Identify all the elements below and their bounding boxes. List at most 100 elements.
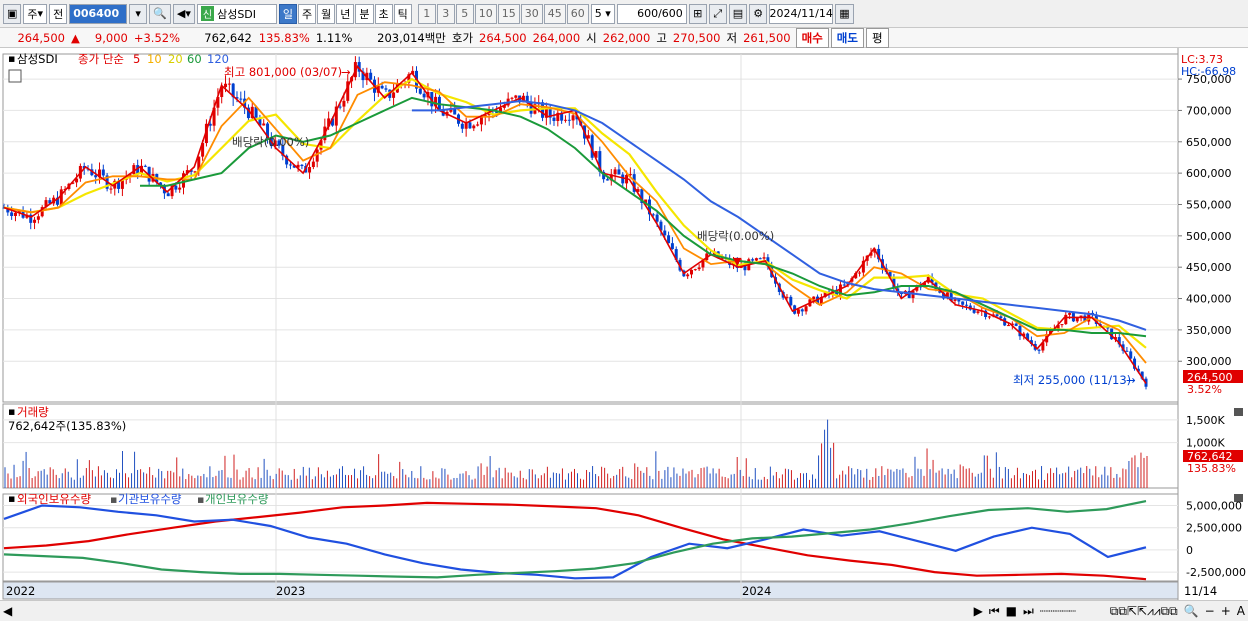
panel-table-icon[interactable] — [8, 69, 22, 83]
volume-panel-menu-icon[interactable]: ▪ — [8, 405, 15, 418]
open-label: 시 — [586, 30, 597, 45]
count-field[interactable]: 600/600 — [616, 3, 687, 24]
low-price: 261,500 — [743, 30, 791, 45]
layout-icon[interactable]: ▣ — [3, 3, 22, 24]
period-tab-3[interactable]: 년 — [336, 3, 355, 24]
play-icon[interactable]: ▶ — [973, 604, 983, 618]
calendar-icon[interactable]: ▦ — [835, 3, 854, 24]
individual-holding-line — [3, 500, 1147, 579]
fast-forward-icon[interactable]: ⏭ — [1022, 603, 1034, 618]
candle-body — [334, 106, 338, 126]
period-tab-4[interactable]: 분 — [355, 3, 374, 24]
save-icon[interactable]: ▤ — [728, 3, 748, 24]
chart-settings-icon[interactable]: ⊞ — [688, 3, 707, 24]
candle-body — [266, 123, 270, 139]
interval-button-30[interactable]: 30 — [520, 3, 543, 24]
candle-body — [384, 88, 388, 90]
zoom-in-icon[interactable]: + — [1220, 604, 1231, 618]
prev-button[interactable]: 전 — [49, 3, 68, 24]
candle-body — [101, 169, 105, 176]
interval-button-10[interactable]: 10 — [474, 3, 497, 24]
bid-price-1: 264,500 — [479, 30, 527, 45]
avg-button[interactable]: 평 — [865, 27, 889, 48]
holding-panel-menu-icon[interactable]: ▪ — [8, 492, 15, 505]
stock-code-input[interactable]: 006400 — [69, 3, 128, 24]
candle-body — [434, 96, 438, 107]
gear-icon[interactable]: ⚙ — [749, 3, 768, 24]
price-change-pct: +3.52% — [133, 30, 181, 45]
candle-body — [502, 105, 506, 108]
interval-button-1[interactable]: 1 — [417, 3, 436, 24]
period-select[interactable]: 주 ▾ — [23, 3, 48, 24]
date-field[interactable]: 2024/11/14 — [769, 3, 834, 24]
volume-panel-title: 거래량 — [17, 405, 49, 419]
stock-name-field[interactable]: 신 삼성SDI — [196, 3, 277, 24]
buy-button[interactable]: 매수 — [795, 27, 829, 48]
zoom-out-icon[interactable]: − — [1204, 604, 1215, 618]
scroll-left-icon[interactable]: ◀ — [3, 604, 13, 618]
candle-body — [674, 249, 678, 260]
period-tab-6[interactable]: 틱 — [393, 3, 412, 24]
candle-body — [132, 165, 136, 175]
chart-area[interactable]: ▪ 삼성SDI 종가 단순 5 10 20 60 120 LC:3.73 HC:… — [0, 48, 1248, 600]
candle-body — [1133, 358, 1137, 369]
period-tab-5[interactable]: 초 — [374, 3, 393, 24]
candle-body — [29, 214, 33, 223]
volume-current-tag-text: 762,642 — [1187, 450, 1233, 463]
candle-body — [422, 93, 426, 98]
magnify-icon[interactable]: 🔍 — [1183, 604, 1199, 618]
interval-button-45[interactable]: 45 — [543, 3, 566, 24]
interval-button-15[interactable]: 15 — [497, 3, 520, 24]
candle-body — [514, 95, 518, 98]
candle-body — [907, 290, 911, 299]
period-tab-1[interactable]: 주 — [298, 3, 317, 24]
draw-tool-icon[interactable]: ⤢ — [708, 3, 727, 24]
candle-body — [598, 151, 602, 172]
candle-body — [361, 71, 365, 81]
period-tab-2[interactable]: 월 — [317, 3, 336, 24]
current-pct-text: 3.52% — [1187, 383, 1222, 396]
high-label: 고 — [656, 30, 667, 45]
sell-button[interactable]: 매도 — [830, 27, 864, 48]
interval-button-60[interactable]: 60 — [566, 3, 589, 24]
interval-button-5[interactable]: 5 — [455, 3, 474, 24]
candle-body — [6, 207, 10, 213]
dropdown-arrow-icon[interactable]: ▾ — [129, 3, 148, 24]
interval-button-3[interactable]: 3 — [436, 3, 455, 24]
volume-tick-label: 1,500K — [1186, 414, 1225, 427]
tools-icon[interactable]: ⧉⧉⇱⇱⩘⩘⧉⧉ — [1109, 603, 1178, 618]
candle-body — [621, 174, 625, 184]
candle-body — [277, 140, 281, 146]
candle-body — [48, 200, 52, 204]
candle-body — [139, 165, 143, 174]
holding-panel-close-icon[interactable] — [1234, 494, 1243, 502]
volume-panel-close-icon[interactable] — [1234, 408, 1243, 416]
candle-body — [659, 221, 663, 231]
candle-body — [1018, 325, 1022, 337]
rewind-icon[interactable]: ⏮ — [988, 603, 1000, 618]
candle-body — [1060, 324, 1064, 326]
speaker-icon[interactable]: ◀▾ — [172, 3, 195, 24]
zoom-slider[interactable]: ┈┈┈┈┈ — [1039, 604, 1076, 618]
candle-body — [182, 173, 186, 188]
period-tab-0[interactable]: 일 — [278, 3, 297, 24]
new-tag: 신 — [200, 6, 215, 21]
candle-body — [300, 164, 304, 167]
candle-body — [804, 306, 808, 312]
font-size-icon[interactable]: A — [1236, 604, 1245, 618]
candle-body — [193, 171, 197, 173]
period-select-label: 주 — [27, 7, 38, 21]
candle-body — [120, 179, 124, 189]
search-icon[interactable]: 🔍 — [149, 3, 171, 24]
candle-body — [689, 269, 693, 275]
candle-body — [632, 174, 636, 192]
panel-menu-icon[interactable]: ▪ — [8, 52, 15, 65]
price-tick-label: 750,000 — [1186, 73, 1232, 86]
interval-value-select[interactable]: 5 ▾ — [590, 3, 615, 24]
chart-labels: ▪ 삼성SDI 종가 단순 5 10 20 60 120 LC:3.73 HC:… — [6, 52, 1243, 598]
x-label-2022: 2022 — [6, 584, 35, 598]
candle-body — [945, 292, 949, 299]
stop-icon[interactable]: ■ — [1005, 604, 1017, 618]
price-panel-frame — [2, 53, 1179, 403]
